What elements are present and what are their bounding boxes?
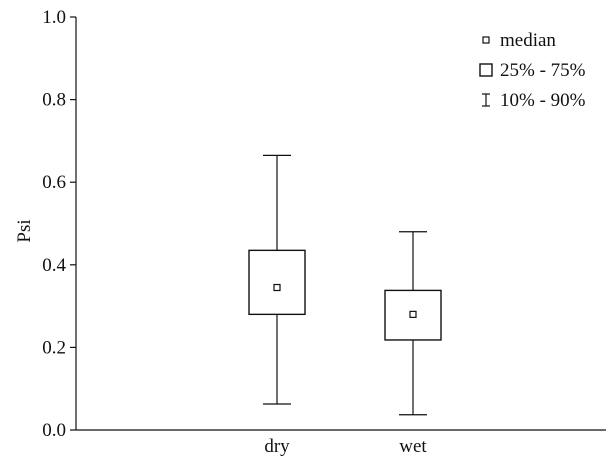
y-axis-label: Psi (14, 219, 35, 242)
box-dry (248, 154, 306, 405)
legend-label: 25% - 75% (500, 60, 586, 81)
y-tick-labels: 0.0 0.2 0.4 0.6 0.8 1.0 (42, 7, 66, 441)
axes (75, 17, 606, 431)
y-tick-label: 0.6 (42, 172, 66, 193)
legend-box-symbol (479, 63, 493, 77)
box-wet (384, 231, 442, 416)
iqr-box (248, 249, 306, 316)
legend-label: median (500, 30, 556, 51)
legend-median-symbol (482, 36, 490, 44)
legend-item-box: 25% - 75% (479, 60, 586, 81)
x-tick-labels: dry wet (264, 436, 427, 457)
boxes (248, 154, 442, 416)
legend-item-median-marker: median (482, 30, 556, 51)
legend-whisker-symbol (482, 93, 490, 107)
legend-item-whisker: 10% - 90% (482, 90, 586, 111)
x-tick-label: dry (264, 436, 290, 457)
y-ticks (70, 16, 76, 431)
y-tick-label: 0.0 (42, 420, 66, 441)
y-tick-label: 0.2 (42, 337, 66, 358)
y-tick-label: 0.8 (42, 90, 66, 111)
median-marker (409, 310, 417, 318)
x-tick-label: wet (399, 436, 427, 457)
legend-label: 10% - 90% (500, 90, 586, 111)
y-tick-label: 0.4 (42, 255, 66, 276)
y-tick-label: 1.0 (42, 7, 66, 28)
median-marker (273, 283, 281, 292)
legend: median 25% - 75% 10% - 90% (479, 30, 586, 111)
